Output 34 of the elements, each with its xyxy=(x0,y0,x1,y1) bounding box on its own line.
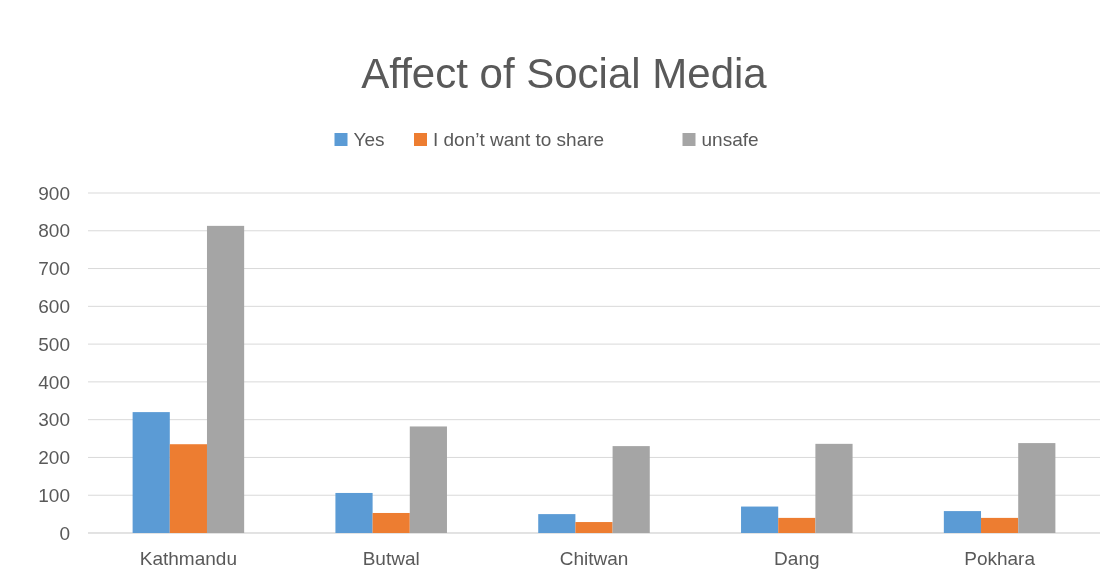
y-tick-label: 700 xyxy=(38,258,70,280)
bar xyxy=(169,444,207,533)
bar xyxy=(372,512,410,533)
bar xyxy=(741,506,779,533)
y-tick-label: 800 xyxy=(38,220,70,242)
x-tick-label: Chitwan xyxy=(559,548,629,569)
bar xyxy=(335,492,373,533)
x-tick-label: Butwal xyxy=(362,548,420,569)
bar xyxy=(575,522,613,533)
bar xyxy=(538,514,576,533)
legend-label: unsafe xyxy=(701,129,759,150)
y-tick-label: 200 xyxy=(38,447,70,469)
bar xyxy=(943,511,982,533)
y-tick-label: 500 xyxy=(38,333,70,355)
bar xyxy=(409,426,447,533)
bar xyxy=(206,225,245,533)
legend-label: Yes xyxy=(353,129,385,150)
bar xyxy=(1018,443,1056,533)
bar xyxy=(612,446,650,533)
y-tick-label: 300 xyxy=(38,409,70,431)
x-tick-label: Dang xyxy=(774,548,820,569)
bar xyxy=(778,517,816,533)
y-tick-label: 0 xyxy=(59,522,70,544)
legend-label: I don’t want to share xyxy=(433,129,605,150)
y-tick-label: 600 xyxy=(38,295,70,317)
bar xyxy=(132,412,170,533)
chart-title: Affect of Social Media xyxy=(361,50,768,97)
bar xyxy=(815,443,853,533)
bar xyxy=(981,517,1019,533)
x-tick-label: Kathmandu xyxy=(139,548,237,569)
x-tick-label: Pokhara xyxy=(964,548,1036,569)
y-tick-label: 400 xyxy=(38,371,70,393)
y-tick-label: 100 xyxy=(38,484,70,506)
y-tick-label: 900 xyxy=(38,182,70,204)
